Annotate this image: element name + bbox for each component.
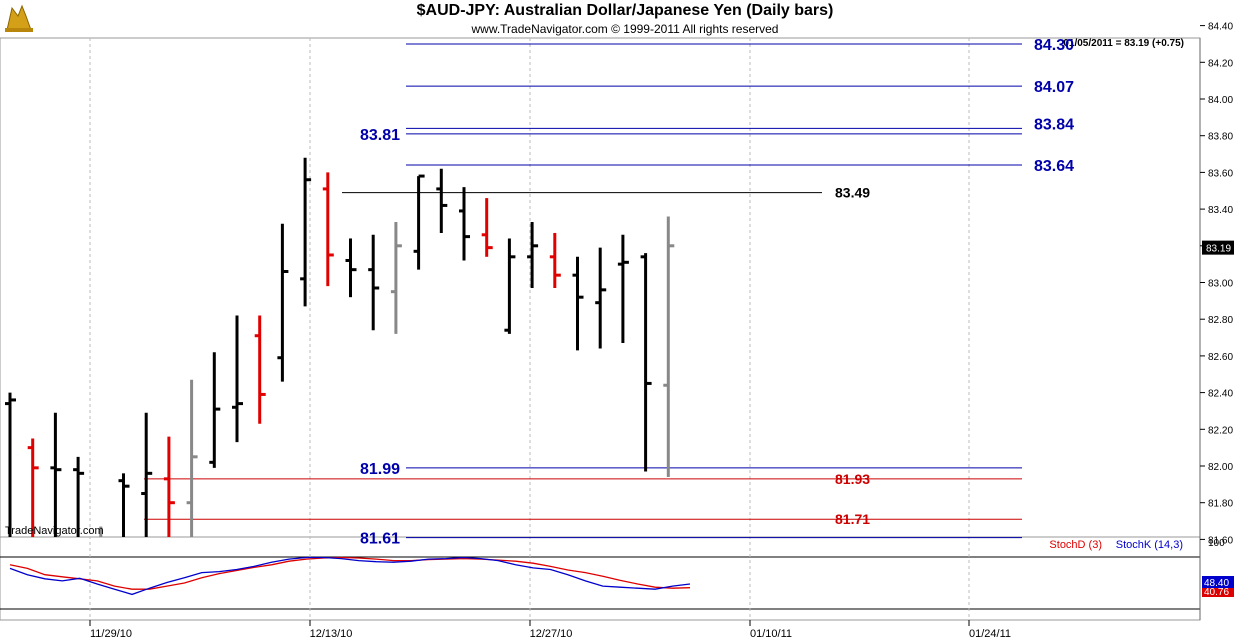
last-quote-label: 01/05/2011 = 83.19 (+0.75) <box>1063 38 1184 49</box>
ohlc-bar <box>322 172 334 287</box>
last-price-label: 83.19 <box>1206 244 1231 255</box>
legend-stochd: StochD (3) <box>1049 539 1102 551</box>
ohlc-bar <box>27 438 39 537</box>
ohlc-bar <box>232 315 243 443</box>
ohlc-bar <box>209 352 221 468</box>
level-label: 83.49 <box>835 185 870 201</box>
level-label: 81.99 <box>360 461 400 478</box>
y-tick-label: 84.40 <box>1208 22 1233 33</box>
ohlc-bar <box>640 253 652 472</box>
y-tick-label: 84.20 <box>1208 58 1233 69</box>
ohlc-bar <box>527 221 539 289</box>
ohlc-bar <box>300 157 312 307</box>
level-label: 81.61 <box>360 531 400 548</box>
x-tick-label: 01/24/11 <box>969 628 1011 640</box>
level-label: 84.30 <box>1034 37 1074 54</box>
y-tick-label: 81.80 <box>1208 499 1233 510</box>
ohlc-bar <box>277 223 289 382</box>
level-label: 83.81 <box>360 127 400 144</box>
y-tick-label: 83.80 <box>1208 132 1233 143</box>
ohlc-bar <box>5 392 16 537</box>
y-tick-label: 83.00 <box>1208 279 1233 290</box>
ohlc-bar <box>504 238 516 334</box>
stoch-line-d <box>9 556 691 590</box>
ohlc-bar <box>99 526 103 537</box>
ohlc-bar <box>368 234 380 331</box>
x-tick-label: 12/13/10 <box>310 628 353 640</box>
ohlc-bar <box>413 174 425 270</box>
chart-subtitle: www.TradeNavigator.com © 1999-2011 All r… <box>471 22 779 36</box>
level-label: 83.84 <box>1034 116 1074 133</box>
y-tick-label: 84.00 <box>1208 95 1233 106</box>
watermark-label: TradeNavigator.com <box>5 525 104 537</box>
ohlc-bar <box>73 456 85 537</box>
ohlc-bar <box>549 232 561 289</box>
level-label: 81.93 <box>835 471 870 487</box>
y-tick-label: 82.60 <box>1208 352 1233 363</box>
legend-stochk: StochK (14,3) <box>1116 539 1183 551</box>
stoch-line-k <box>9 556 691 596</box>
ohlc-bar <box>617 234 629 344</box>
ohlc-bar <box>186 379 198 537</box>
x-tick-label: 01/10/11 <box>750 628 792 640</box>
ohlc-bar <box>254 315 266 424</box>
stoch-y-tick-label: 100 <box>1208 538 1225 549</box>
x-tick-label: 11/29/10 <box>90 628 132 640</box>
y-tick-label: 82.80 <box>1208 315 1233 326</box>
ohlc-bar <box>345 238 357 298</box>
ohlc-bar <box>663 216 675 478</box>
level-label: 83.64 <box>1034 158 1074 175</box>
trade-navigator-logo-icon <box>2 2 36 34</box>
y-tick-label: 83.40 <box>1208 205 1233 216</box>
level-label: 84.07 <box>1034 79 1074 96</box>
stoch-value-label: 48.40 <box>1204 578 1229 589</box>
ohlc-bar <box>459 187 470 261</box>
y-tick-label: 82.40 <box>1208 389 1233 400</box>
ohlc-bar <box>481 198 493 257</box>
ohlc-bar <box>118 473 130 537</box>
stoch-value-tag <box>1202 576 1234 588</box>
stoch-value-label: 40.76 <box>1204 587 1229 598</box>
x-tick-label: 12/27/10 <box>530 628 573 640</box>
ohlc-bar <box>141 412 153 537</box>
y-tick-label: 82.00 <box>1208 462 1233 473</box>
ohlc-bar <box>50 412 62 537</box>
y-tick-label: 83.60 <box>1208 168 1233 179</box>
level-label: 81.71 <box>835 511 870 527</box>
y-tick-label: 81.60 <box>1208 535 1233 546</box>
ohlc-bar <box>595 247 607 349</box>
ohlc-bar <box>436 168 448 233</box>
ohlc-bar <box>163 436 175 537</box>
ohlc-bar <box>572 256 584 351</box>
y-tick-label: 82.20 <box>1208 425 1233 436</box>
chart-title: $AUD-JPY: Australian Dollar/Japanese Yen… <box>416 2 834 19</box>
last-price-tag <box>1202 240 1234 255</box>
ohlc-bar <box>390 221 402 334</box>
